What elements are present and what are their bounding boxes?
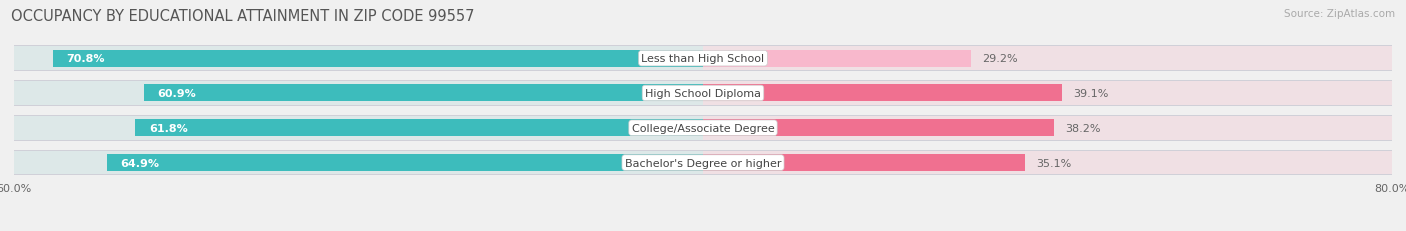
Bar (14, 47, 1392, 71)
Text: 60.9%: 60.9% (157, 88, 195, 99)
Bar (14, 81, 1392, 106)
Bar (14, 151, 1392, 175)
Bar (703, 50, 972, 67)
Text: Less than High School: Less than High School (641, 54, 765, 64)
Text: Source: ZipAtlas.com: Source: ZipAtlas.com (1284, 9, 1395, 19)
Text: High School Diploma: High School Diploma (645, 88, 761, 99)
Text: 39.1%: 39.1% (1073, 88, 1108, 99)
Bar (703, 154, 1025, 171)
Bar (107, 154, 703, 171)
Bar (703, 120, 1054, 137)
Bar (14, 151, 703, 175)
Text: 38.2%: 38.2% (1064, 123, 1101, 133)
Text: College/Associate Degree: College/Associate Degree (631, 123, 775, 133)
Bar (703, 85, 1062, 102)
Text: 61.8%: 61.8% (149, 123, 188, 133)
Bar (14, 47, 703, 71)
Bar (52, 50, 703, 67)
Bar (14, 46, 1392, 72)
Bar (14, 82, 703, 105)
Bar (143, 85, 703, 102)
Bar (14, 82, 1392, 105)
Bar (703, 116, 1392, 140)
Bar (703, 151, 1392, 175)
Text: 35.1%: 35.1% (1036, 158, 1071, 168)
Text: 70.8%: 70.8% (66, 54, 105, 64)
Text: 64.9%: 64.9% (121, 158, 160, 168)
Bar (14, 116, 1392, 140)
Bar (703, 47, 1392, 71)
Bar (135, 120, 703, 137)
Bar (14, 116, 1392, 141)
Text: Bachelor's Degree or higher: Bachelor's Degree or higher (624, 158, 782, 168)
Bar (14, 150, 1392, 176)
Text: OCCUPANCY BY EDUCATIONAL ATTAINMENT IN ZIP CODE 99557: OCCUPANCY BY EDUCATIONAL ATTAINMENT IN Z… (11, 9, 475, 24)
Bar (14, 116, 703, 140)
Bar (703, 82, 1392, 105)
Text: 29.2%: 29.2% (983, 54, 1018, 64)
Legend: Owner-occupied, Renter-occupied: Owner-occupied, Renter-occupied (579, 228, 827, 231)
